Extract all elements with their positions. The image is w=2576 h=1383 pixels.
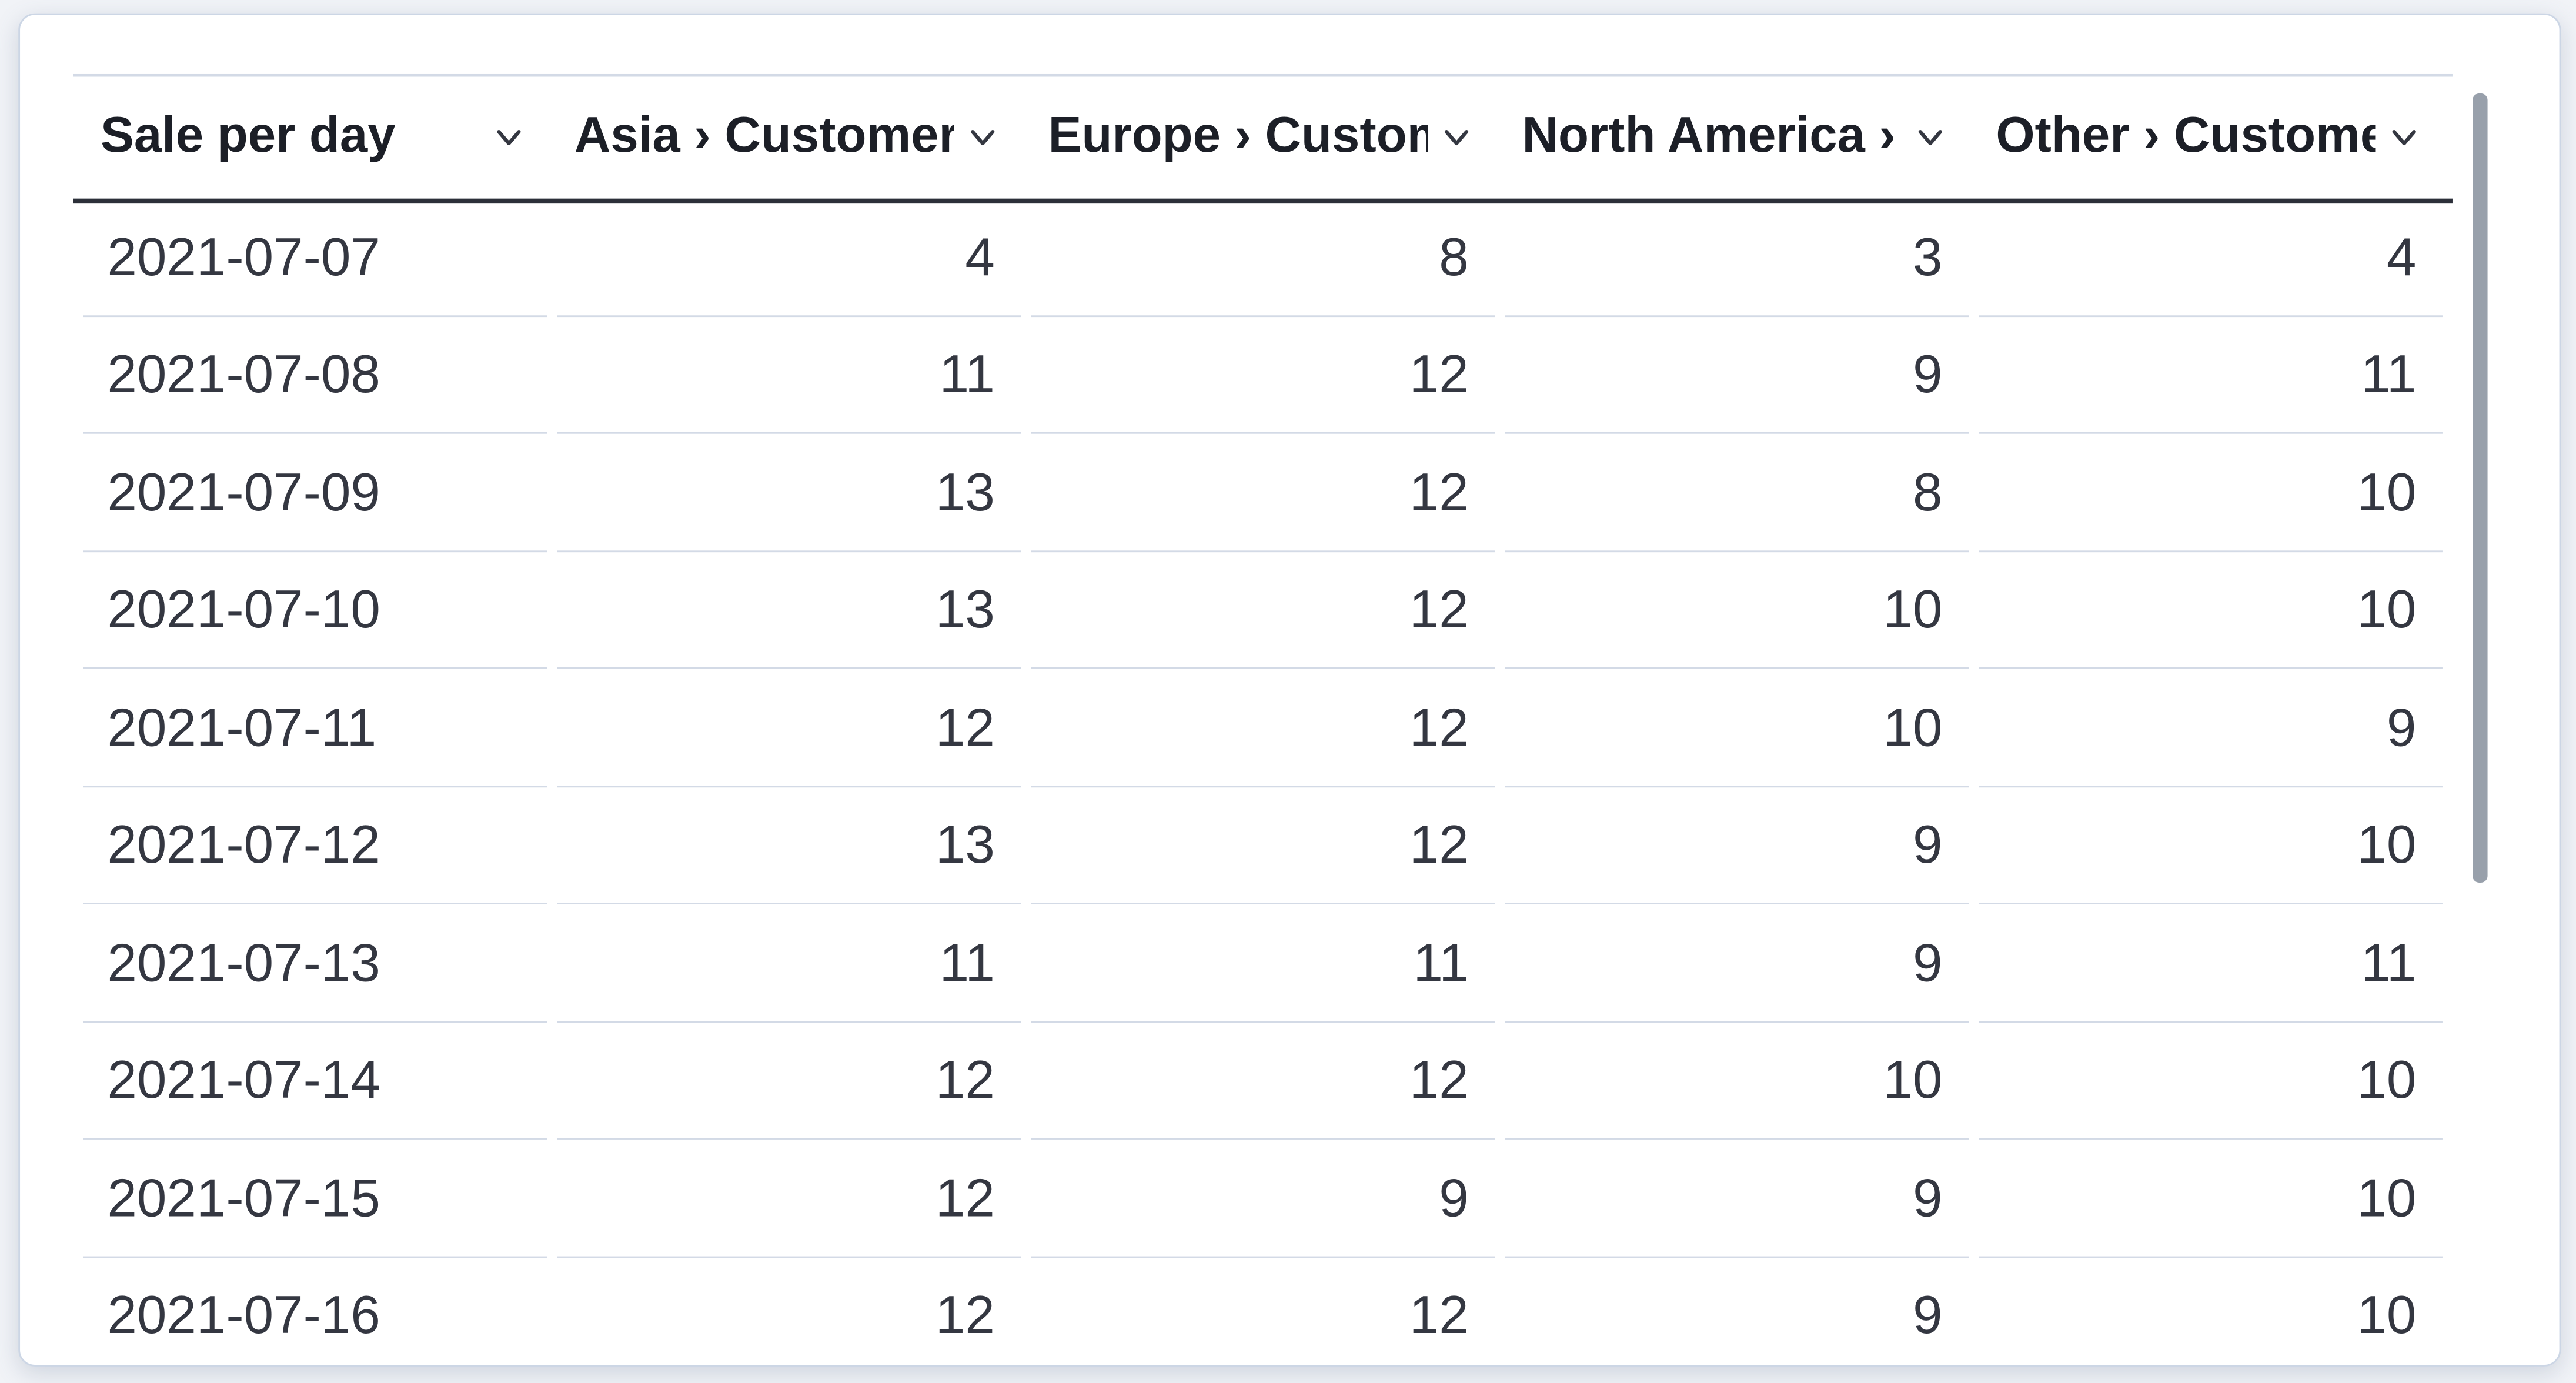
value-cell: 12 bbox=[557, 1140, 1022, 1258]
value-cell: 12 bbox=[1031, 670, 1496, 788]
value-cell: 12 bbox=[1409, 1285, 1469, 1345]
table-row: 2021-07-12 13 12 9 10 bbox=[83, 787, 2443, 906]
value-cell: 10 bbox=[2357, 1285, 2417, 1345]
table-row: 2021-07-09 13 12 8 10 bbox=[83, 435, 2443, 553]
value-cell: 11 bbox=[1979, 905, 2443, 1023]
value-cell: 10 bbox=[1979, 435, 2443, 553]
column-header-2[interactable]: Europe › Customers bbox=[1031, 74, 1495, 199]
chevron-down-icon[interactable] bbox=[965, 118, 1001, 155]
chevron-down-icon[interactable] bbox=[2386, 118, 2423, 155]
value-cell: 11 bbox=[1031, 905, 1496, 1023]
column-header-content: Asia › Customers bbox=[574, 108, 1021, 165]
column-header-label: Europe › Customers bbox=[1048, 108, 1429, 163]
value-cell: 12 bbox=[557, 670, 1022, 788]
value-cell: 11 bbox=[557, 905, 1022, 1023]
column-header-label: Asia › Customers bbox=[574, 108, 955, 163]
value-cell: 10 bbox=[1979, 787, 2443, 906]
value-cell: 10 bbox=[1505, 1023, 1969, 1141]
row-date-cell: 2021-07-10 bbox=[83, 552, 548, 670]
value-cell: 9 bbox=[1913, 1285, 1943, 1345]
value-cell: 13 bbox=[557, 787, 1022, 906]
value-cell: 12 bbox=[1031, 435, 1496, 553]
header-row: Sale per day Asia › Customers Europe › C… bbox=[84, 74, 2443, 199]
value-cell: 10 bbox=[1979, 1023, 2443, 1141]
column-header-content: North America › Customers bbox=[1522, 108, 1969, 165]
column-header-content: Sale per day bbox=[101, 108, 547, 165]
value-cell: 12 bbox=[935, 1285, 995, 1345]
chevron-down-icon[interactable] bbox=[1439, 118, 1475, 155]
value-cell: 12 bbox=[1031, 787, 1496, 906]
value-cell: 9 bbox=[1505, 905, 1969, 1023]
row-date-cell: 2021-07-14 bbox=[83, 1023, 548, 1141]
column-header-4[interactable]: Other › Customers bbox=[1979, 74, 2443, 199]
row-date-cell: 2021-07-12 bbox=[83, 787, 548, 906]
table-row: 2021-07-08 11 12 9 11 bbox=[83, 317, 2443, 435]
value-cell: 10 bbox=[1505, 552, 1969, 670]
value-cell: 4 bbox=[557, 199, 1022, 318]
data-table: Sale per day Asia › Customers Europe › C… bbox=[74, 74, 2453, 1364]
value-cell: 8 bbox=[1505, 435, 1969, 553]
value-cell: 12 bbox=[557, 1023, 1022, 1141]
column-header-label: North America › Customers bbox=[1522, 108, 1903, 163]
table-top-border bbox=[73, 74, 2453, 76]
value-cell: 13 bbox=[557, 435, 1022, 553]
table-row: 2021-07-13 11 11 9 11 bbox=[83, 905, 2443, 1023]
value-cell: 8 bbox=[1031, 199, 1496, 318]
table-row: 2021-07-15 12 9 9 10 bbox=[83, 1140, 2443, 1258]
table-row: 2021-07-11 12 12 10 9 bbox=[83, 670, 2443, 788]
value-cell: 12 bbox=[1031, 552, 1496, 670]
column-header-label: Sale per day bbox=[101, 108, 396, 163]
column-header-content: Europe › Customers bbox=[1048, 108, 1495, 165]
header-underline bbox=[73, 199, 2453, 204]
table-row: 2021-07-16 12 12 9 10 bbox=[84, 1258, 2443, 1364]
chevron-down-icon[interactable] bbox=[1912, 118, 1949, 155]
value-cell: 3 bbox=[1505, 199, 1969, 318]
value-cell: 9 bbox=[1505, 317, 1969, 435]
column-header-label: Other › Customers bbox=[1996, 108, 2376, 163]
row-date-cell: 2021-07-09 bbox=[83, 435, 548, 553]
row-date-cell: 2021-07-08 bbox=[83, 317, 548, 435]
row-date-cell: 2021-07-07 bbox=[83, 199, 548, 318]
value-cell: 10 bbox=[1505, 670, 1969, 788]
row-date-cell: 2021-07-16 bbox=[107, 1285, 380, 1345]
value-cell: 12 bbox=[1031, 1023, 1496, 1141]
value-cell: 12 bbox=[1031, 317, 1496, 435]
value-cell: 9 bbox=[1505, 787, 1969, 906]
chevron-down-icon[interactable] bbox=[491, 118, 527, 155]
table-row: 2021-07-10 13 12 10 10 bbox=[83, 552, 2443, 670]
column-header-0[interactable]: Sale per day bbox=[84, 74, 548, 199]
value-cell: 9 bbox=[1979, 670, 2443, 788]
value-cell: 4 bbox=[1979, 199, 2443, 318]
table-row: 2021-07-14 12 12 10 10 bbox=[83, 1023, 2443, 1141]
row-date-cell: 2021-07-13 bbox=[83, 905, 548, 1023]
value-cell: 9 bbox=[1031, 1140, 1496, 1258]
column-header-content: Other › Customers bbox=[1996, 108, 2443, 165]
value-cell: 11 bbox=[1979, 317, 2443, 435]
value-cell: 11 bbox=[557, 317, 1022, 435]
row-date-cell: 2021-07-15 bbox=[83, 1140, 548, 1258]
vertical-scrollbar-thumb[interactable] bbox=[2472, 92, 2487, 882]
table-row: 2021-07-07 4 8 3 4 bbox=[83, 199, 2443, 318]
value-cell: 13 bbox=[557, 552, 1022, 670]
value-cell: 10 bbox=[1979, 1140, 2443, 1258]
value-cell: 10 bbox=[1979, 552, 2443, 670]
column-header-1[interactable]: Asia › Customers bbox=[557, 74, 1021, 199]
row-date-cell: 2021-07-11 bbox=[83, 670, 548, 788]
column-header-3[interactable]: North America › Customers bbox=[1505, 74, 1969, 199]
data-grid: Sale per day Asia › Customers Europe › C… bbox=[73, 74, 2453, 1364]
value-cell: 9 bbox=[1505, 1140, 1969, 1258]
table-panel-card: Sale per day Asia › Customers Europe › C… bbox=[18, 13, 2561, 1366]
